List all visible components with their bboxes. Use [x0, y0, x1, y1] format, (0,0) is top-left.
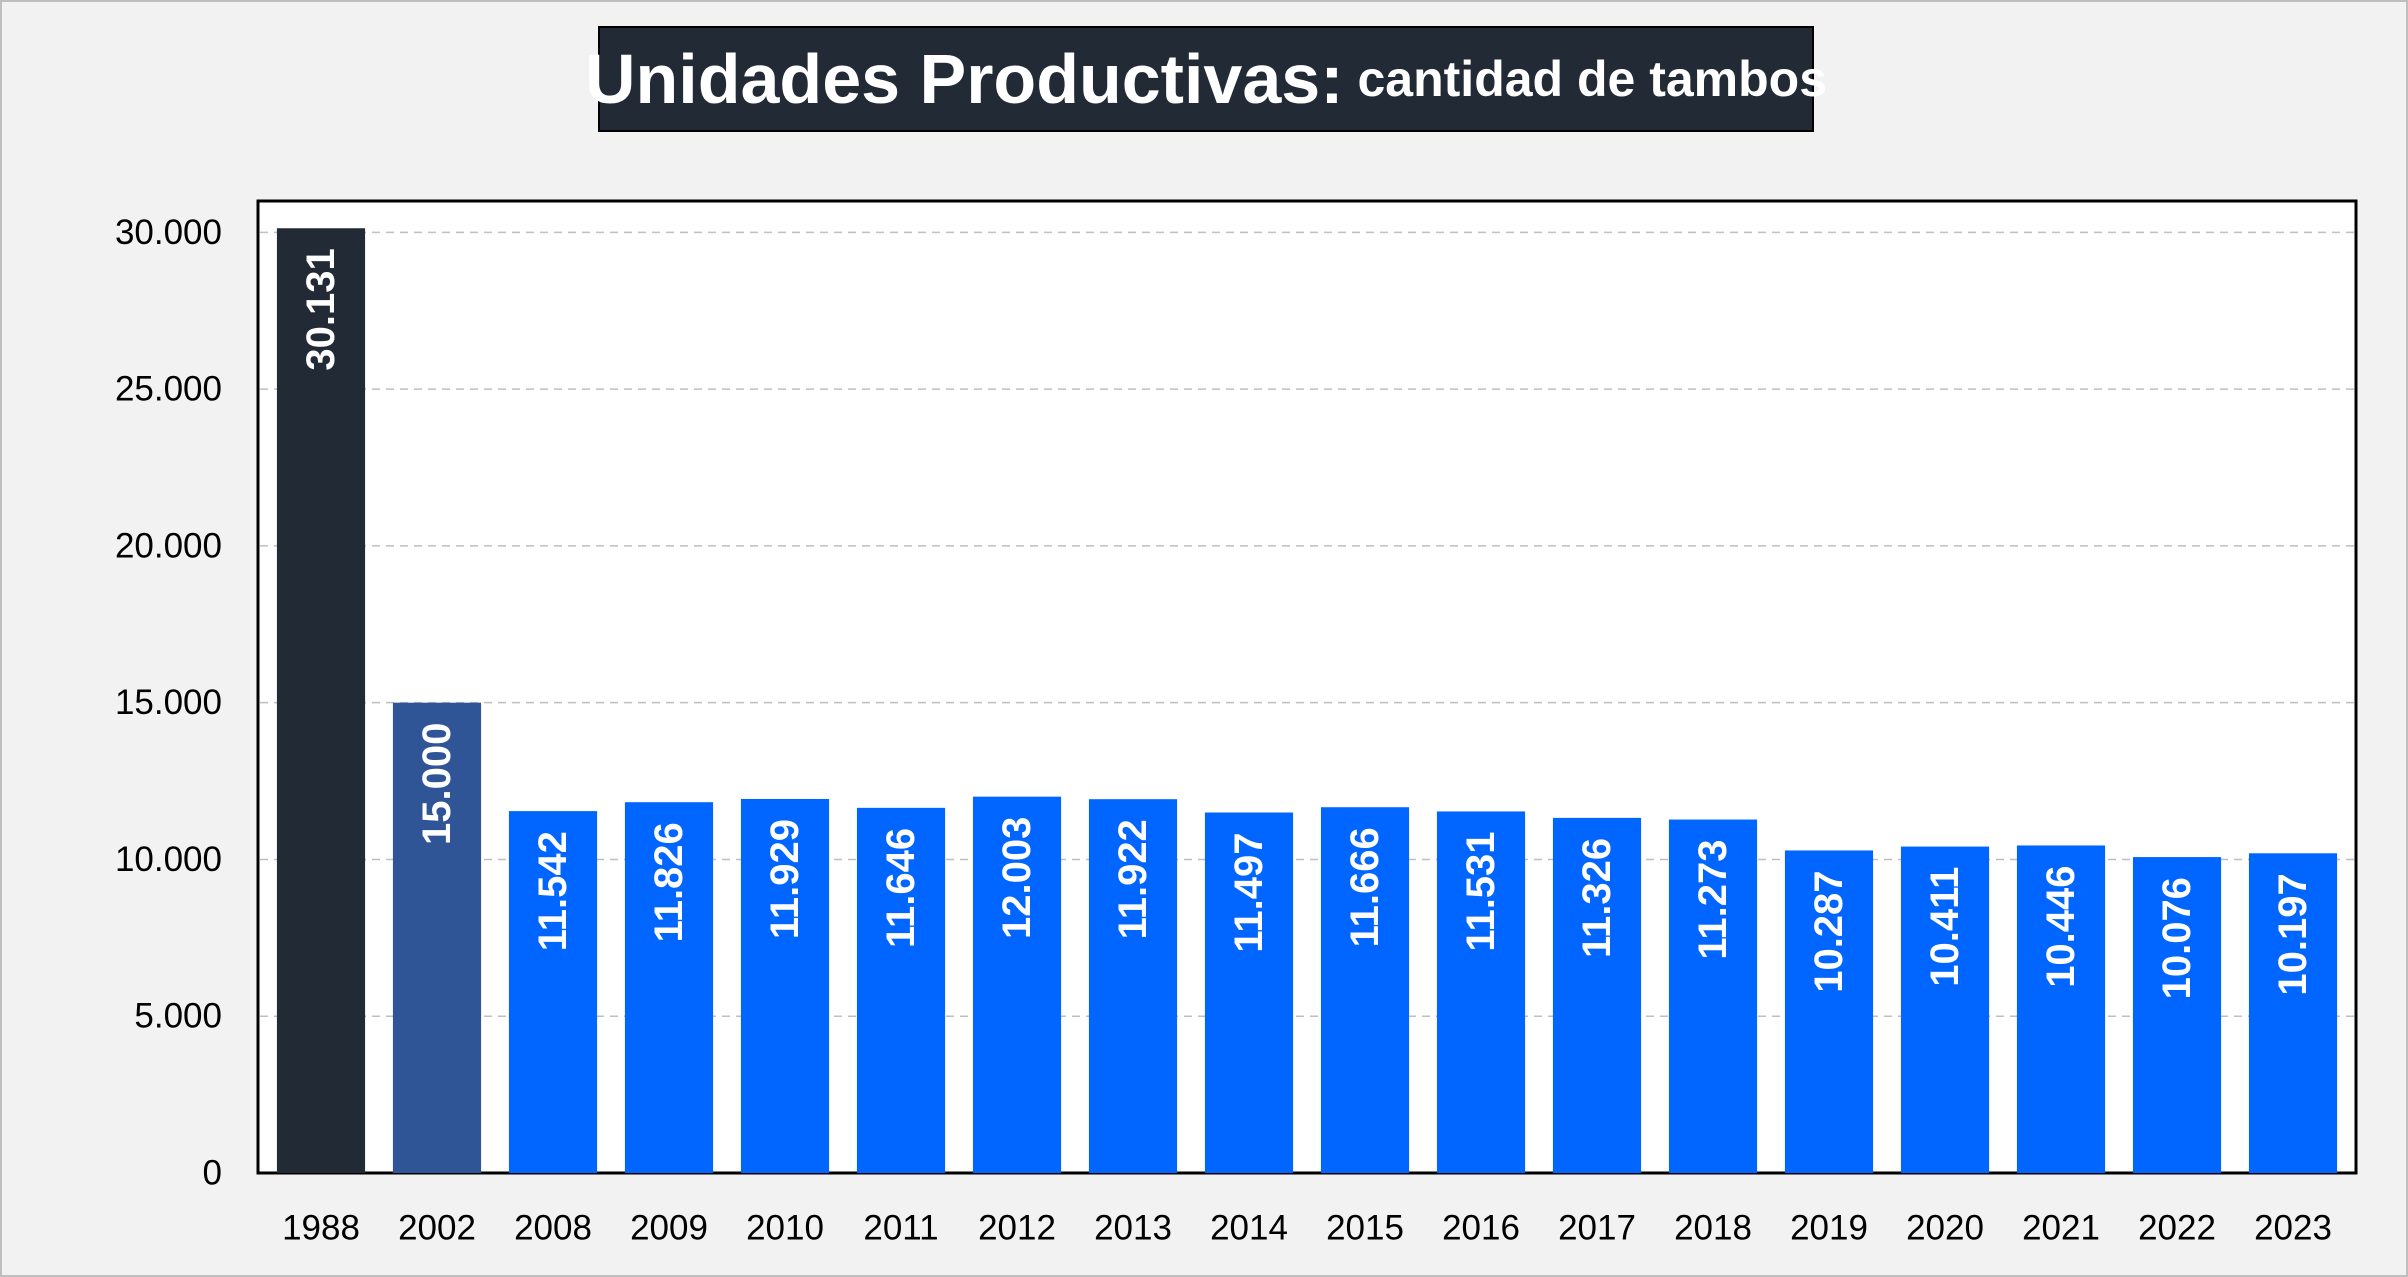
bar-1988: [276, 228, 366, 1173]
x-tick-label: 2013: [1094, 1209, 1172, 1248]
bar-2016: [1436, 811, 1526, 1173]
plot-area: [256, 199, 2358, 1175]
x-tick-label: 2008: [514, 1209, 592, 1248]
x-tick-label: 2011: [863, 1209, 938, 1248]
bar-2014: [1204, 812, 1294, 1173]
bar-value-label: 11.929: [763, 819, 807, 939]
x-axis-ticks: 1988 2002 2008 2009 2010 2011 2012 2013 2014 2015…: [282, 1209, 2332, 1248]
bar-value-label: 11.646: [879, 828, 923, 948]
bar-2013: [1088, 799, 1178, 1173]
bar-value-label: 11.273: [1691, 840, 1735, 960]
x-tick-label: 2020: [1906, 1209, 1984, 1248]
bar-value-label: 11.326: [1575, 838, 1619, 958]
y-tick-label: 5.000: [134, 997, 222, 1036]
bar-2008: [508, 811, 598, 1173]
x-tick-label: 2016: [1442, 1209, 1520, 1248]
x-tick-label: 2022: [2138, 1209, 2216, 1248]
bars: 30.131 15.000 11.542 11.826 11.929 11.646 12.0…: [276, 228, 2338, 1173]
bar-value-label: 10.446: [2039, 865, 2083, 987]
x-tick-label: 2009: [630, 1209, 708, 1248]
y-tick-label: 0: [203, 1154, 222, 1193]
bar-value-label: 10.197: [2271, 873, 2315, 995]
bar-2009: [624, 802, 714, 1173]
x-tick-label: 1988: [282, 1209, 360, 1248]
bar-value-label: 10.411: [1923, 867, 1967, 987]
x-tick-label: 2010: [746, 1209, 824, 1248]
x-tick-label: 2021: [2022, 1209, 2100, 1248]
bar-value-label: 10.287: [1807, 870, 1851, 992]
y-tick-label: 30.000: [115, 213, 222, 252]
chart-subtitle: cantidad de tambos: [1357, 51, 1828, 107]
bar-2017: [1552, 817, 1642, 1173]
x-tick-label: 2019: [1790, 1209, 1868, 1248]
bar-value-label: 11.922: [1111, 819, 1155, 939]
x-tick-label: 2017: [1558, 1209, 1636, 1248]
x-tick-label: 2015: [1326, 1209, 1404, 1248]
bar-2021: [2016, 845, 2106, 1173]
bar-value-label: 11.666: [1343, 827, 1387, 947]
y-axis-ticks: 0 5.000 10.000 15.000 20.000 25.000 30.000: [115, 213, 222, 1193]
bar-2011: [856, 807, 946, 1173]
bar-value-label: 12.003: [995, 817, 1039, 939]
bar-2019: [1784, 850, 1874, 1173]
bar-value-label: 10.076: [2155, 877, 2199, 999]
bar-2023: [2248, 853, 2338, 1173]
bar-value-label: 15.000: [415, 723, 459, 845]
y-tick-label: 25.000: [115, 370, 222, 409]
chart-title: Unidades Productivas:: [584, 40, 1344, 118]
bar-2018: [1668, 819, 1758, 1173]
y-tick-label: 15.000: [115, 683, 222, 722]
x-tick-label: 2023: [2254, 1209, 2332, 1248]
x-tick-label: 2018: [1674, 1209, 1752, 1248]
bar-value-label: 11.497: [1227, 833, 1271, 953]
bar-2010: [740, 798, 830, 1173]
bar-value-label: 11.826: [647, 822, 691, 942]
x-tick-label: 2012: [978, 1209, 1056, 1248]
x-tick-label: 2002: [398, 1209, 476, 1248]
y-tick-label: 10.000: [115, 840, 222, 879]
chart-title-box: Unidades Productivas: cantidad de tambos: [585, 26, 1827, 132]
bar-value-label: 11.542: [531, 831, 575, 951]
bar-2022: [2132, 857, 2222, 1173]
bar-2015: [1320, 807, 1410, 1173]
bar-2020: [1900, 846, 1990, 1173]
bar-value-label: 11.531: [1459, 831, 1503, 951]
bar-2012: [972, 796, 1062, 1173]
x-tick-label: 2014: [1210, 1209, 1288, 1248]
bar-value-label: 30.131: [299, 248, 343, 370]
y-tick-label: 20.000: [115, 526, 222, 565]
bar-2002: [392, 702, 482, 1173]
